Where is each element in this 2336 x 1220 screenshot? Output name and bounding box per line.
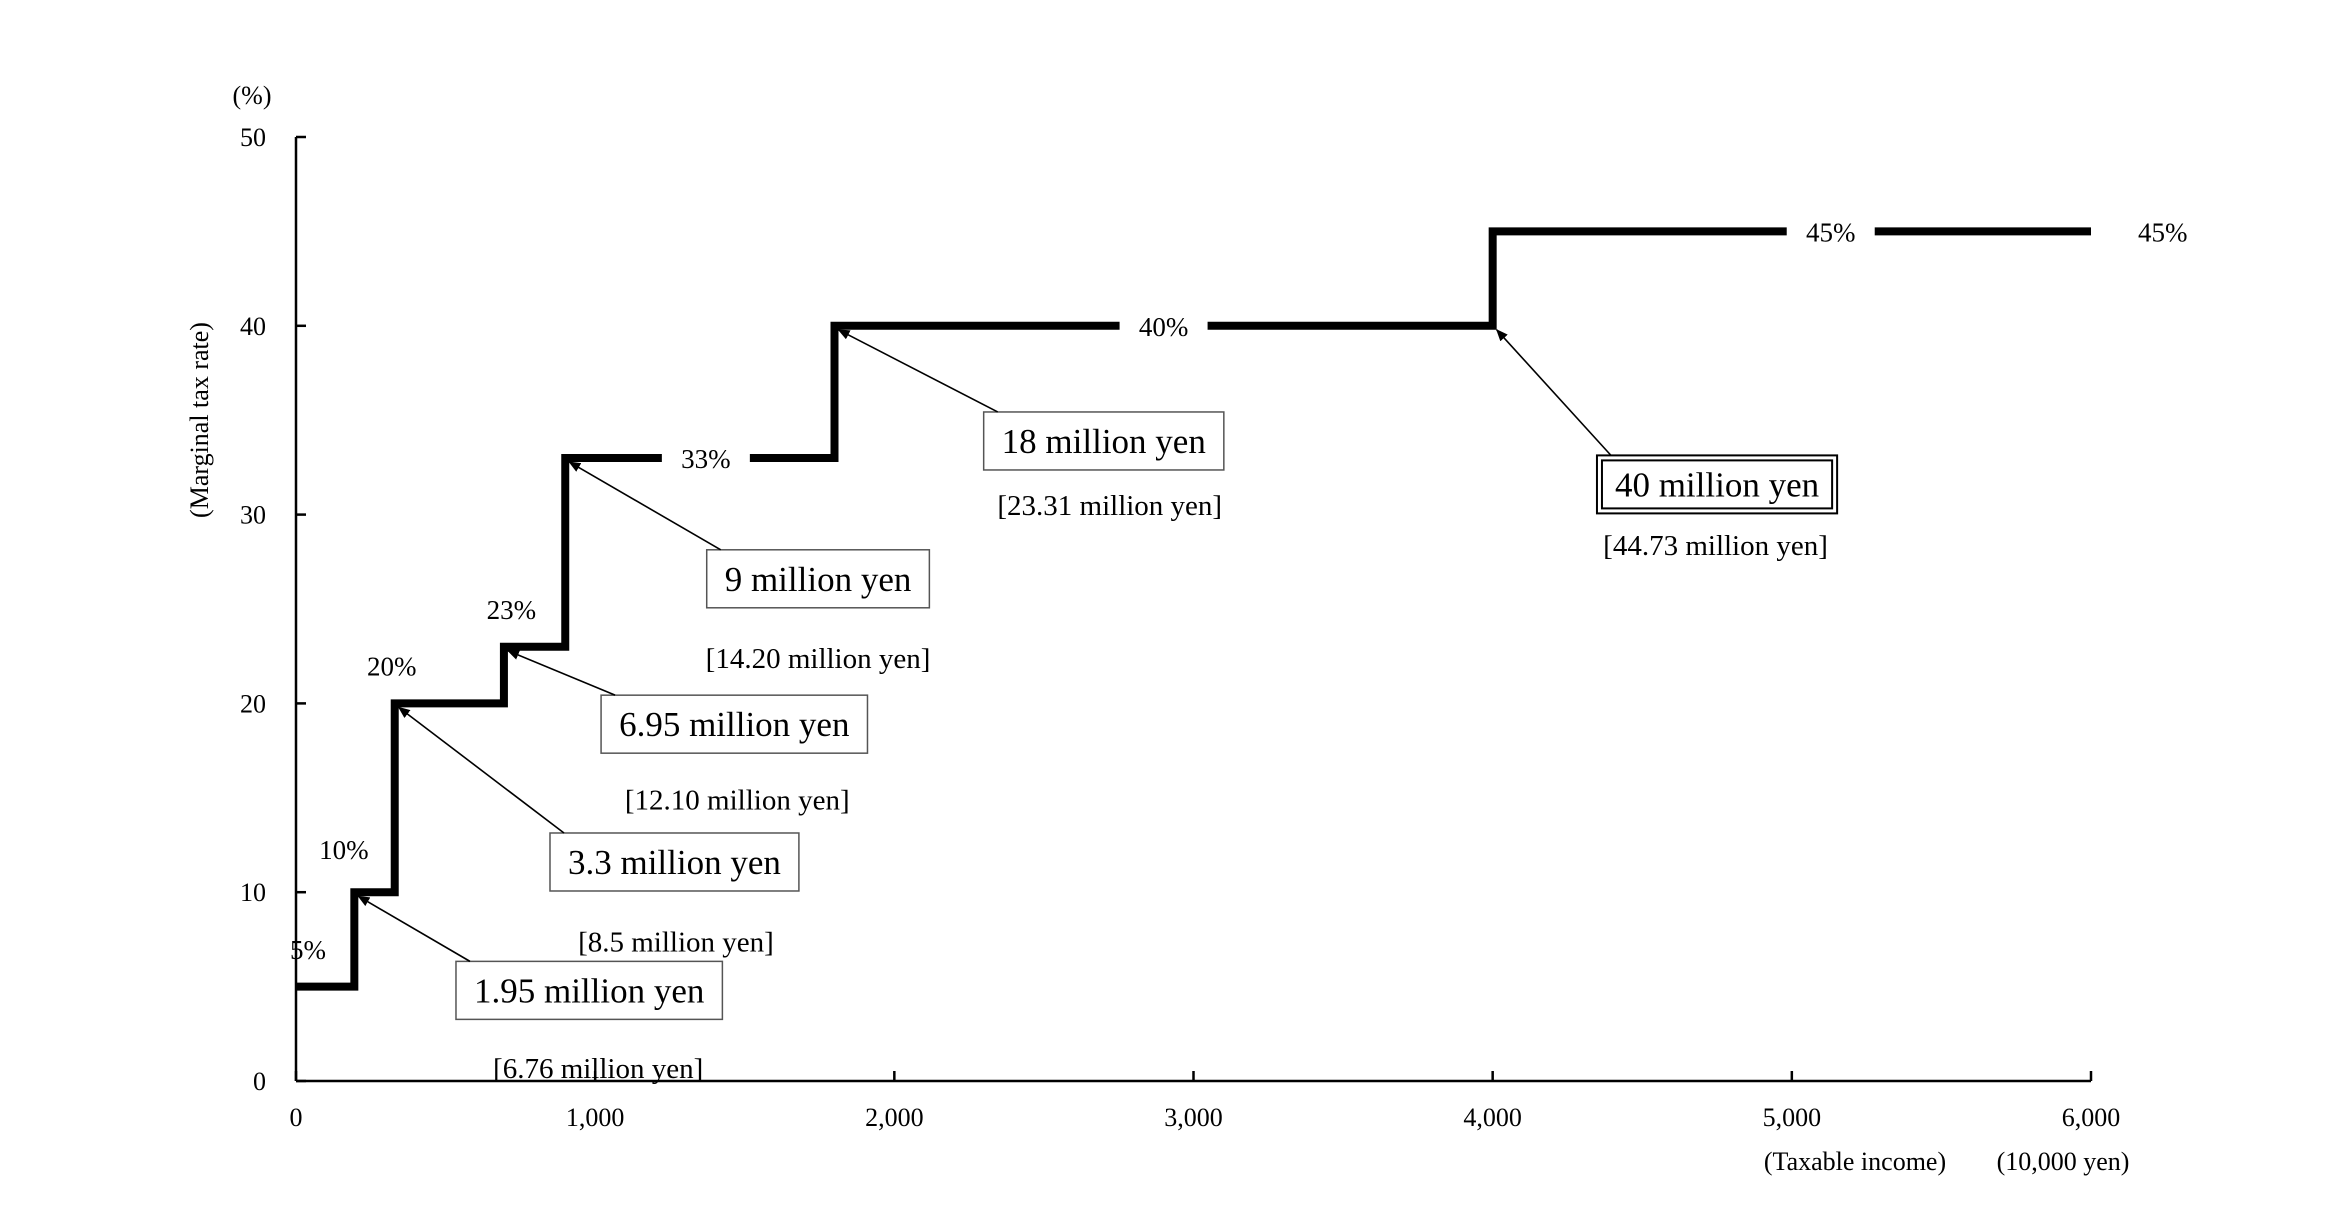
- annotation-main-label: 40 million yen: [1615, 465, 1819, 504]
- annotation-box: [982, 411, 1225, 471]
- annotation-box: [600, 694, 869, 754]
- rate-label: 45%: [1806, 217, 1856, 247]
- y-ticks: 0 10 20 30 40 50: [240, 123, 306, 1096]
- annotation-arrow: [1495, 329, 1612, 456]
- annotation-5: 40 million yen [44.73 million yen]: [1495, 329, 1839, 562]
- x-tick-label: 0: [290, 1103, 303, 1132]
- y-tick-label: 30: [240, 501, 266, 530]
- annotation-0: 1.95 million yen [6.76 million yen]: [357, 895, 724, 1085]
- rate-label: 33%: [681, 444, 731, 474]
- annotation-main-label: 1.95 million yen: [474, 971, 704, 1010]
- annotation-sub-label: [6.76 million yen]: [493, 1053, 703, 1085]
- annotation-sub-label: [23.31 million yen]: [997, 490, 1222, 522]
- annotation-2: 6.95 million yen [12.10 million yen]: [506, 650, 869, 817]
- y-tick-label: 10: [240, 878, 266, 907]
- x-unit-label: (10,000 yen): [1997, 1147, 2130, 1176]
- x-tick-label: 6,000: [2062, 1103, 2121, 1132]
- x-tick-label: 2,000: [865, 1103, 924, 1132]
- rate-label: 5%: [290, 935, 326, 965]
- annotation-main-label: 3.3 million yen: [568, 843, 781, 882]
- annotations: 1.95 million yen [6.76 million yen] 3.3 mi…: [357, 329, 1839, 1085]
- rate-labels: 5% 10% 20% 23% 33% 40% 45% 45%: [290, 211, 2188, 965]
- annotation-arrow: [397, 706, 565, 834]
- x-axis-title: (Taxable income): [1764, 1147, 1946, 1176]
- y-tick-label: 20: [240, 689, 266, 718]
- rate-label: 20%: [367, 652, 417, 682]
- annotation-box-inner: [1600, 459, 1834, 510]
- annotation-box: [549, 832, 800, 892]
- annotation-arrow: [568, 461, 722, 551]
- annotation-box: [705, 549, 931, 609]
- annotation-main-label: 6.95 million yen: [619, 705, 849, 744]
- annotation-1: 3.3 million yen [8.5 million yen]: [397, 706, 800, 958]
- series-layer: [296, 227, 2091, 991]
- annotation-sub-label: [44.73 million yen]: [1603, 530, 1828, 562]
- annotation-box: [455, 960, 724, 1021]
- annotation-box: [1595, 454, 1839, 515]
- y-axis-title: (Marginal tax rate): [185, 322, 214, 518]
- x-tick-label: 5,000: [1763, 1103, 1822, 1132]
- annotation-4: 18 million yen [23.31 million yen]: [837, 329, 1225, 522]
- x-axis: 0 1,000 2,000 3,000 4,000 5,000 6,000 (Taxable…: [290, 1071, 2130, 1176]
- step-line-series-0: [296, 227, 2091, 991]
- y-tick-label: 40: [240, 312, 266, 341]
- x-ticks: 0 1,000 2,000 3,000 4,000 5,000 6,000: [290, 1071, 2121, 1132]
- rate-label: 10%: [319, 835, 369, 865]
- rate-label-background: [1786, 211, 1875, 252]
- annotation-sub-label: [12.10 million yen]: [625, 785, 850, 817]
- x-tick-label: 1,000: [566, 1103, 625, 1132]
- y-tick-label: 0: [253, 1067, 266, 1096]
- annotation-arrow: [837, 329, 999, 413]
- annotation-main-label: 18 million yen: [1002, 422, 1206, 461]
- x-tick-label: 4,000: [1463, 1103, 1522, 1132]
- annotation-main-label: 9 million yen: [725, 560, 912, 599]
- y-unit-label: (%): [233, 81, 272, 110]
- annotation-3: 9 million yen [14.20 million yen]: [568, 461, 931, 675]
- annotation-sub-label: [8.5 million yen]: [578, 926, 774, 958]
- annotation-arrow: [357, 895, 471, 963]
- annotation-arrow: [506, 650, 616, 696]
- rate-label-background: [661, 437, 750, 478]
- annotation-sub-label: [14.20 million yen]: [706, 643, 931, 675]
- rate-label: 45%: [2138, 217, 2188, 247]
- rate-label-background: [1119, 305, 1208, 346]
- x-tick-label: 3,000: [1164, 1103, 1223, 1132]
- y-axis: 0 10 20 30 40 50 (%) (Marginal tax rate): [185, 81, 306, 1096]
- y-tick-label: 50: [240, 123, 266, 152]
- rate-label: 40%: [1139, 312, 1189, 342]
- rate-label: 23%: [487, 595, 537, 625]
